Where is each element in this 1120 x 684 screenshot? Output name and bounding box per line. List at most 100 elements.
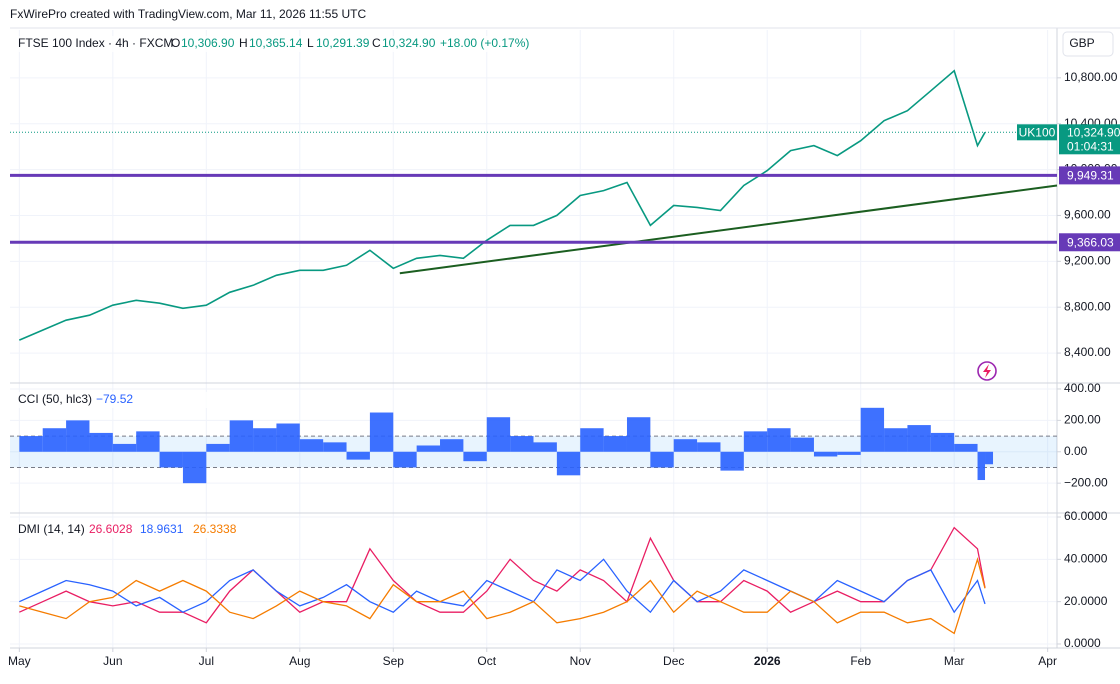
bar <box>977 451 986 481</box>
bar <box>66 420 90 452</box>
legend-bg <box>14 522 244 538</box>
trendline <box>399 184 1058 275</box>
legend-value: 26.3338 <box>193 522 237 536</box>
bar <box>393 451 417 468</box>
ohlc-value: 10,365.14 <box>249 36 303 50</box>
legend-value: 18.9631 <box>140 522 184 536</box>
y-tick-label: −200.00 <box>1064 475 1108 489</box>
y-tick-label: 9,600.00 <box>1064 208 1111 222</box>
legend-bg <box>14 392 244 408</box>
x-tick-label: May <box>8 654 31 668</box>
bar <box>720 451 744 471</box>
bar <box>837 451 861 455</box>
bar <box>580 428 604 452</box>
ohlc-key: O <box>171 36 180 50</box>
plot-layer: 8,400.008,800.009,200.009,600.0010,000.0… <box>8 36 1120 668</box>
grid-layer <box>10 30 1057 648</box>
legend-title: CCI (50, hlc3) <box>18 392 92 406</box>
bar <box>813 451 838 457</box>
bar <box>673 439 698 452</box>
bar <box>136 431 160 452</box>
bar <box>985 451 994 465</box>
bar <box>650 451 674 468</box>
y-tick-label: 10,800.00 <box>1064 70 1118 84</box>
y-tick-label: 40.0000 <box>1064 552 1108 566</box>
symbol-badge <box>1017 124 1057 141</box>
bar <box>440 439 464 452</box>
y-tick-label: 0.00 <box>1064 444 1088 458</box>
bar <box>860 407 885 452</box>
x-tick-label: Mar <box>944 654 965 668</box>
bar <box>276 423 300 452</box>
y-tick-label: 0.0000 <box>1064 636 1101 650</box>
y-tick-label: 400.00 <box>1064 381 1101 395</box>
bar <box>182 451 207 484</box>
flash-icon[interactable] <box>977 361 997 381</box>
bar <box>907 425 931 452</box>
x-tick-label: Aug <box>289 654 310 668</box>
bar <box>556 451 581 476</box>
bar <box>369 412 394 452</box>
y-tick-label: 8,400.00 <box>1064 345 1111 359</box>
x-tick-label: 2026 <box>754 654 781 668</box>
legend-title: FTSE 100 Index · 4h · FXCM <box>18 36 173 50</box>
x-tick-label: Dec <box>663 654 684 668</box>
bar <box>626 417 651 452</box>
y-tick-label: 9,200.00 <box>1064 253 1111 267</box>
currency-box[interactable] <box>1062 31 1114 57</box>
level-label: 9,949.31 <box>1067 169 1114 183</box>
bar <box>697 442 721 452</box>
currency: GBP <box>1069 36 1094 50</box>
x-tick-label: Nov <box>570 654 591 668</box>
bar <box>89 432 113 452</box>
ohlc-value: 10,291.39 <box>316 36 370 50</box>
legend-value: 26.6028 <box>89 522 133 536</box>
x-tick-label: Oct <box>477 654 496 668</box>
bar <box>253 428 277 452</box>
bar <box>299 439 324 452</box>
bar <box>229 420 254 452</box>
legend-value: −79.52 <box>96 392 133 406</box>
legend-bg <box>14 36 534 52</box>
bar <box>743 431 768 452</box>
level-badge <box>1059 233 1120 252</box>
series-line <box>19 558 986 614</box>
credit: FxWirePro created with TradingView.com, … <box>10 7 366 21</box>
bar <box>510 436 534 452</box>
series-line <box>18 69 986 341</box>
bar <box>463 451 487 462</box>
bar <box>42 428 67 452</box>
level-label: 9,366.03 <box>1067 235 1114 249</box>
x-tick-label: Jul <box>199 654 214 668</box>
y-tick-label: 8,800.00 <box>1064 299 1111 313</box>
bar <box>790 437 814 452</box>
bar <box>884 428 908 452</box>
bar <box>930 432 955 452</box>
y-tick-label: 60.0000 <box>1064 509 1108 523</box>
ohlc-key: L <box>307 36 314 50</box>
price-badge <box>1059 124 1120 155</box>
bar <box>112 443 137 452</box>
series-line <box>19 556 986 635</box>
bar <box>486 417 511 452</box>
x-tick-label: Apr <box>1038 654 1057 668</box>
ohlc-key: C <box>372 36 381 50</box>
bar <box>346 451 370 460</box>
bar <box>603 436 627 452</box>
x-tick-label: Sep <box>383 654 405 668</box>
bar <box>416 445 441 452</box>
ohlc-key: H <box>239 36 248 50</box>
bar <box>954 443 978 452</box>
legend-title: DMI (14, 14) <box>18 522 85 536</box>
ohlc-value: 10,324.90 <box>382 36 436 50</box>
y-tick-label: 200.00 <box>1064 413 1101 427</box>
symbol-label: UK100 <box>1019 125 1056 139</box>
ohlc-value: 10,306.90 <box>181 36 235 50</box>
bar <box>767 428 791 452</box>
bar <box>323 442 347 452</box>
x-tick-label: Jun <box>103 654 122 668</box>
x-tick-label: Feb <box>850 654 871 668</box>
